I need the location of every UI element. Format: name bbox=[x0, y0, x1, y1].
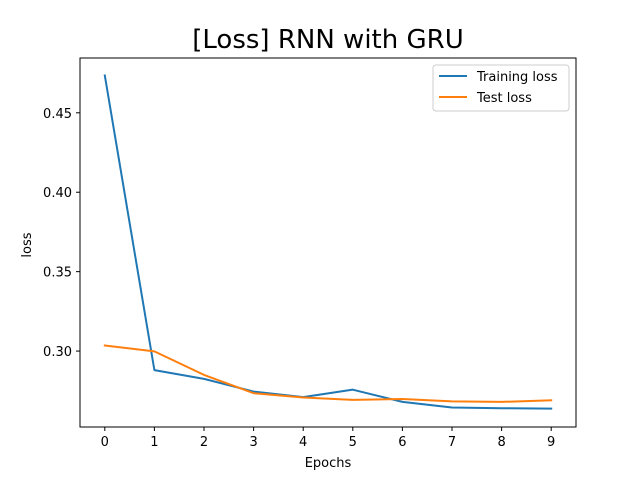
y-tick-label: 0.45 bbox=[43, 107, 72, 122]
x-tick-label: 9 bbox=[547, 435, 555, 450]
chart-title: [Loss] RNN with GRU bbox=[192, 25, 463, 55]
y-tick-label: 0.30 bbox=[43, 345, 72, 360]
x-tick-label: 4 bbox=[299, 435, 307, 450]
x-tick-label: 8 bbox=[497, 435, 505, 450]
x-tick-label: 6 bbox=[398, 435, 406, 450]
x-tick-label: 5 bbox=[349, 435, 357, 450]
x-tick-label: 3 bbox=[249, 435, 257, 450]
x-tick-label: 7 bbox=[448, 435, 456, 450]
y-axis-label: loss bbox=[20, 232, 35, 257]
x-tick-label: 1 bbox=[150, 435, 158, 450]
x-tick-label: 2 bbox=[200, 435, 208, 450]
series-line-training-loss bbox=[103, 74, 553, 410]
axes-frame bbox=[79, 57, 577, 428]
legend: Training loss Test loss bbox=[432, 64, 570, 112]
y-tick-label: 0.35 bbox=[43, 266, 72, 281]
legend-label-test-loss: Test loss bbox=[476, 91, 532, 106]
series-line-test-loss bbox=[103, 344, 553, 403]
plot-area bbox=[79, 57, 577, 428]
y-axis-ticks: 0.30 0.35 0.40 0.45 bbox=[43, 107, 80, 360]
x-axis-ticks: 0 1 2 3 4 5 6 7 8 9 bbox=[101, 427, 555, 450]
y-tick-label: 0.40 bbox=[43, 186, 72, 201]
x-axis-label: Epochs bbox=[305, 456, 352, 471]
series-layer bbox=[103, 74, 553, 410]
x-tick-label: 0 bbox=[101, 435, 109, 450]
legend-label-training-loss: Training loss bbox=[476, 70, 558, 85]
